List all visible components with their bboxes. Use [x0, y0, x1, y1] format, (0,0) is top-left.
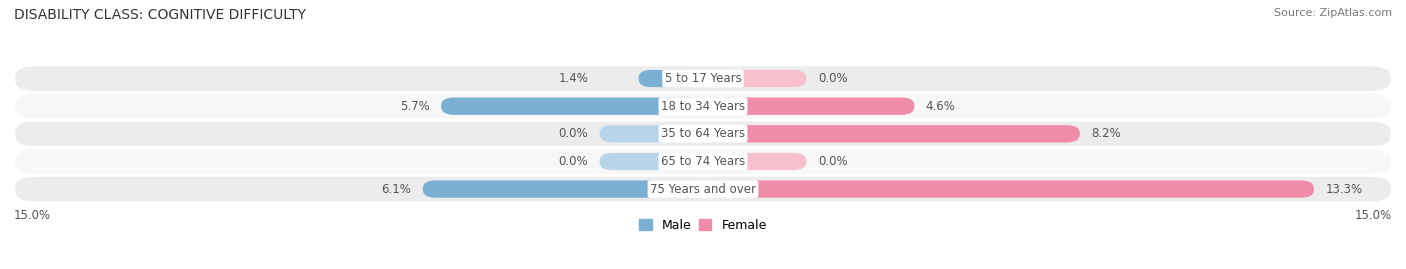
- FancyBboxPatch shape: [599, 153, 703, 170]
- Text: 15.0%: 15.0%: [14, 209, 51, 222]
- Text: 15.0%: 15.0%: [1355, 209, 1392, 222]
- Text: 65 to 74 Years: 65 to 74 Years: [661, 155, 745, 168]
- Text: 35 to 64 Years: 35 to 64 Years: [661, 127, 745, 140]
- FancyBboxPatch shape: [441, 98, 703, 115]
- FancyBboxPatch shape: [14, 93, 1392, 119]
- Text: 0.0%: 0.0%: [818, 72, 848, 85]
- FancyBboxPatch shape: [638, 70, 703, 87]
- Text: DISABILITY CLASS: COGNITIVE DIFFICULTY: DISABILITY CLASS: COGNITIVE DIFFICULTY: [14, 8, 307, 22]
- FancyBboxPatch shape: [703, 180, 1313, 198]
- Text: 0.0%: 0.0%: [558, 155, 588, 168]
- FancyBboxPatch shape: [638, 70, 703, 87]
- Text: 75 Years and over: 75 Years and over: [650, 183, 756, 196]
- FancyBboxPatch shape: [423, 180, 703, 198]
- FancyBboxPatch shape: [441, 98, 703, 115]
- Text: 0.0%: 0.0%: [558, 127, 588, 140]
- Text: 0.0%: 0.0%: [818, 155, 848, 168]
- Text: 5 to 17 Years: 5 to 17 Years: [665, 72, 741, 85]
- FancyBboxPatch shape: [703, 98, 914, 115]
- Text: 1.4%: 1.4%: [558, 72, 588, 85]
- FancyBboxPatch shape: [14, 148, 1392, 175]
- FancyBboxPatch shape: [703, 70, 807, 87]
- FancyBboxPatch shape: [703, 125, 1080, 142]
- FancyBboxPatch shape: [703, 153, 807, 170]
- Legend: Male, Female: Male, Female: [634, 214, 772, 237]
- FancyBboxPatch shape: [703, 180, 1313, 198]
- Text: 13.3%: 13.3%: [1326, 183, 1362, 196]
- Text: 5.7%: 5.7%: [399, 100, 430, 113]
- FancyBboxPatch shape: [703, 125, 1080, 142]
- Text: 6.1%: 6.1%: [381, 183, 412, 196]
- FancyBboxPatch shape: [703, 98, 914, 115]
- FancyBboxPatch shape: [599, 125, 703, 142]
- Text: Source: ZipAtlas.com: Source: ZipAtlas.com: [1274, 8, 1392, 18]
- FancyBboxPatch shape: [14, 121, 1392, 147]
- Text: 8.2%: 8.2%: [1091, 127, 1121, 140]
- Text: 4.6%: 4.6%: [925, 100, 956, 113]
- Text: 18 to 34 Years: 18 to 34 Years: [661, 100, 745, 113]
- FancyBboxPatch shape: [14, 176, 1392, 202]
- FancyBboxPatch shape: [423, 180, 703, 198]
- FancyBboxPatch shape: [14, 65, 1392, 92]
